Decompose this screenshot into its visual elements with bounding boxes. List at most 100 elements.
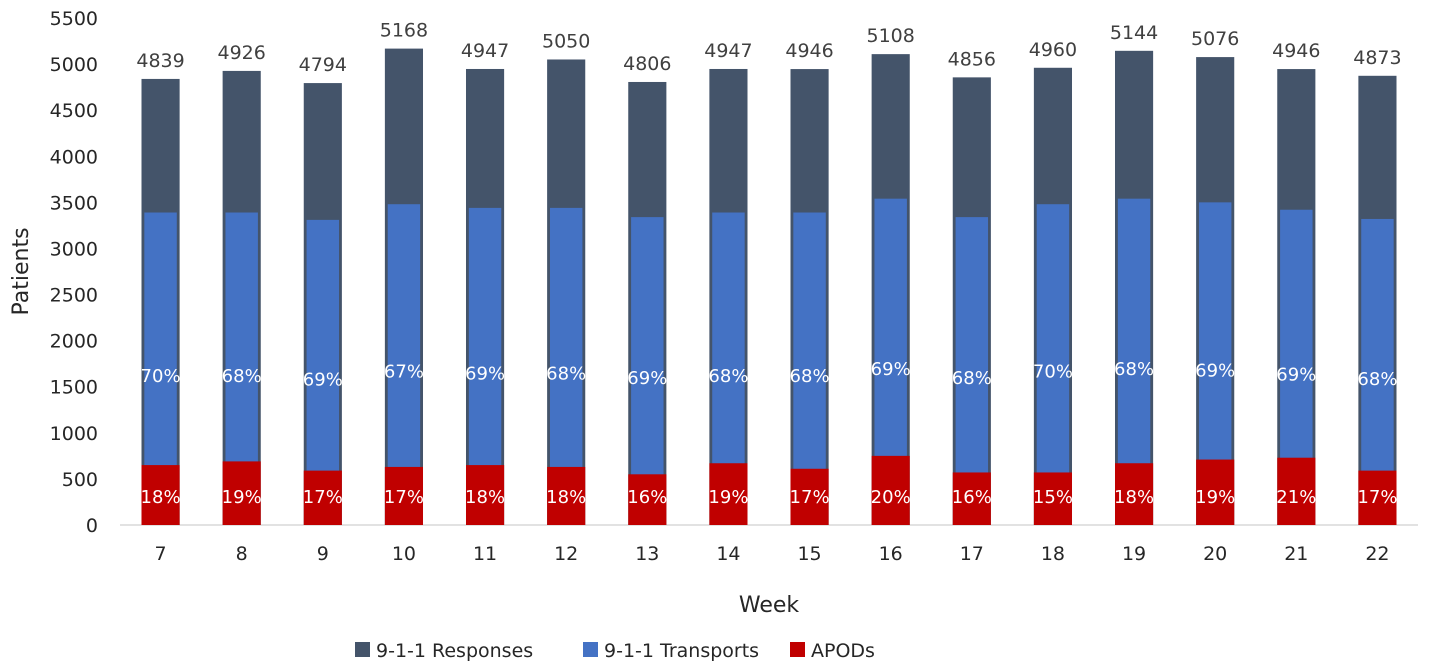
bar-group: 4947 68% 19%	[704, 40, 753, 525]
data-label-responses: 4856	[948, 48, 996, 70]
data-label-transports: 69%	[627, 368, 667, 389]
data-label-responses: 4960	[1029, 39, 1077, 61]
data-label-transports: 68%	[222, 366, 262, 387]
legend-swatch	[355, 642, 370, 657]
bar-apods	[384, 466, 424, 525]
data-label-apods: 18%	[546, 487, 586, 508]
y-axis-title: Patients	[9, 227, 34, 315]
x-tick-label: 9	[317, 543, 329, 565]
bar-group: 5108 69% 20%	[867, 25, 915, 525]
y-tick-label: 3500	[50, 192, 98, 214]
y-tick-label: 4000	[50, 146, 98, 168]
data-label-apods: 20%	[871, 487, 911, 508]
y-tick-label: 2000	[50, 331, 98, 353]
data-label-transports: 69%	[303, 369, 343, 390]
bar-apods	[871, 455, 910, 525]
x-tick-label: 22	[1365, 543, 1389, 565]
bar-apods	[222, 461, 261, 525]
bar-apods	[547, 466, 586, 525]
data-label-apods: 17%	[303, 487, 343, 508]
legend-label: 9-1-1 Transports	[604, 640, 759, 662]
x-tick-label: 11	[473, 543, 497, 565]
bar-apods	[465, 465, 505, 525]
bar-group: 4873 68% 17%	[1353, 47, 1402, 525]
bar-apods	[1196, 459, 1235, 525]
x-tick-label: 15	[797, 543, 821, 565]
bar-group: 4856 68% 16%	[948, 48, 996, 526]
data-label-responses: 4806	[623, 53, 671, 75]
bar-apods	[628, 474, 667, 525]
y-tick-label: 2500	[50, 285, 98, 307]
bar-group: 4806 69% 16%	[623, 53, 671, 525]
data-label-transports: 70%	[1033, 362, 1073, 383]
bar-apods	[141, 465, 180, 525]
x-tick-label: 17	[960, 543, 984, 565]
data-label-responses: 5108	[867, 25, 915, 47]
y-tick-label: 1000	[50, 423, 98, 445]
legend-swatch	[583, 642, 598, 657]
bar-group: 4960 70% 15%	[1029, 39, 1077, 525]
data-label-transports: 68%	[708, 366, 748, 387]
data-label-responses: 5168	[380, 20, 428, 42]
data-label-apods: 17%	[384, 487, 424, 508]
data-label-responses: 4947	[704, 40, 752, 62]
bar-group: 4926 68% 19%	[218, 42, 266, 526]
x-tick-label: 18	[1041, 543, 1065, 565]
bar-group: 4947 69% 18%	[461, 40, 509, 526]
legend-swatch	[790, 642, 805, 657]
bar-apods	[1033, 472, 1073, 525]
x-tick-label: 14	[716, 543, 740, 565]
bar-group: 5168 67% 17%	[380, 20, 428, 525]
x-tick-label: 12	[554, 543, 578, 565]
bar-apods	[1358, 470, 1397, 525]
bar-apods	[303, 470, 342, 525]
data-label-transports: 68%	[546, 363, 586, 384]
data-label-transports: 69%	[871, 359, 911, 380]
x-tick-label: 21	[1284, 543, 1308, 565]
data-label-transports: 68%	[790, 366, 830, 387]
bar-apods	[709, 463, 748, 525]
data-label-responses: 4794	[299, 54, 347, 76]
bar-group: 5076 69% 19%	[1191, 28, 1239, 526]
data-label-apods: 16%	[627, 487, 667, 508]
bar-apods	[1277, 457, 1316, 525]
bar-transports	[631, 217, 664, 525]
x-tick-label: 19	[1122, 543, 1146, 565]
data-label-apods: 17%	[790, 487, 830, 508]
x-tick-label: 13	[635, 543, 659, 565]
legend-item: 9-1-1 Transports	[583, 640, 759, 662]
data-label-transports: 68%	[952, 368, 992, 389]
data-label-transports: 69%	[465, 363, 505, 384]
data-label-responses: 4926	[218, 42, 266, 64]
data-label-transports: 68%	[1357, 369, 1397, 390]
bar-apods	[1114, 463, 1154, 525]
legend-label: 9-1-1 Responses	[376, 640, 533, 662]
bar-apods	[952, 472, 991, 525]
data-label-apods: 15%	[1033, 487, 1073, 508]
data-label-apods: 21%	[1276, 487, 1316, 508]
data-label-apods: 18%	[1114, 487, 1154, 508]
y-tick-label: 5000	[50, 54, 98, 76]
y-tick-label: 3000	[50, 238, 98, 260]
data-label-transports: 68%	[1114, 359, 1154, 380]
data-label-responses: 4839	[136, 50, 184, 72]
data-label-transports: 70%	[141, 366, 181, 387]
legend-label: APODs	[811, 640, 875, 662]
data-label-apods: 17%	[1357, 487, 1397, 508]
data-label-apods: 19%	[708, 487, 748, 508]
y-tick-label: 500	[62, 469, 98, 491]
data-label-apods: 19%	[222, 487, 262, 508]
bar-group: 5050 68% 18%	[542, 30, 590, 526]
data-label-transports: 67%	[384, 362, 424, 383]
bar-group: 4946 68% 17%	[785, 40, 834, 525]
bar-group: 4839 70% 18%	[136, 50, 185, 525]
bar-apods	[790, 468, 829, 525]
bar-group: 4794 69% 17%	[299, 54, 347, 526]
legend-item: 9-1-1 Responses	[355, 640, 533, 662]
bars-group: 4839 70% 18% 4926 68% 19% 4794 69% 17% 5168 67% 17%…	[136, 20, 1402, 526]
data-label-responses: 4946	[1272, 40, 1320, 62]
x-axis-ticks: 7 8 9 10 11 12 13 14 15 16 17 18 19 20 21 22	[155, 543, 1390, 565]
data-label-apods: 18%	[141, 487, 181, 508]
